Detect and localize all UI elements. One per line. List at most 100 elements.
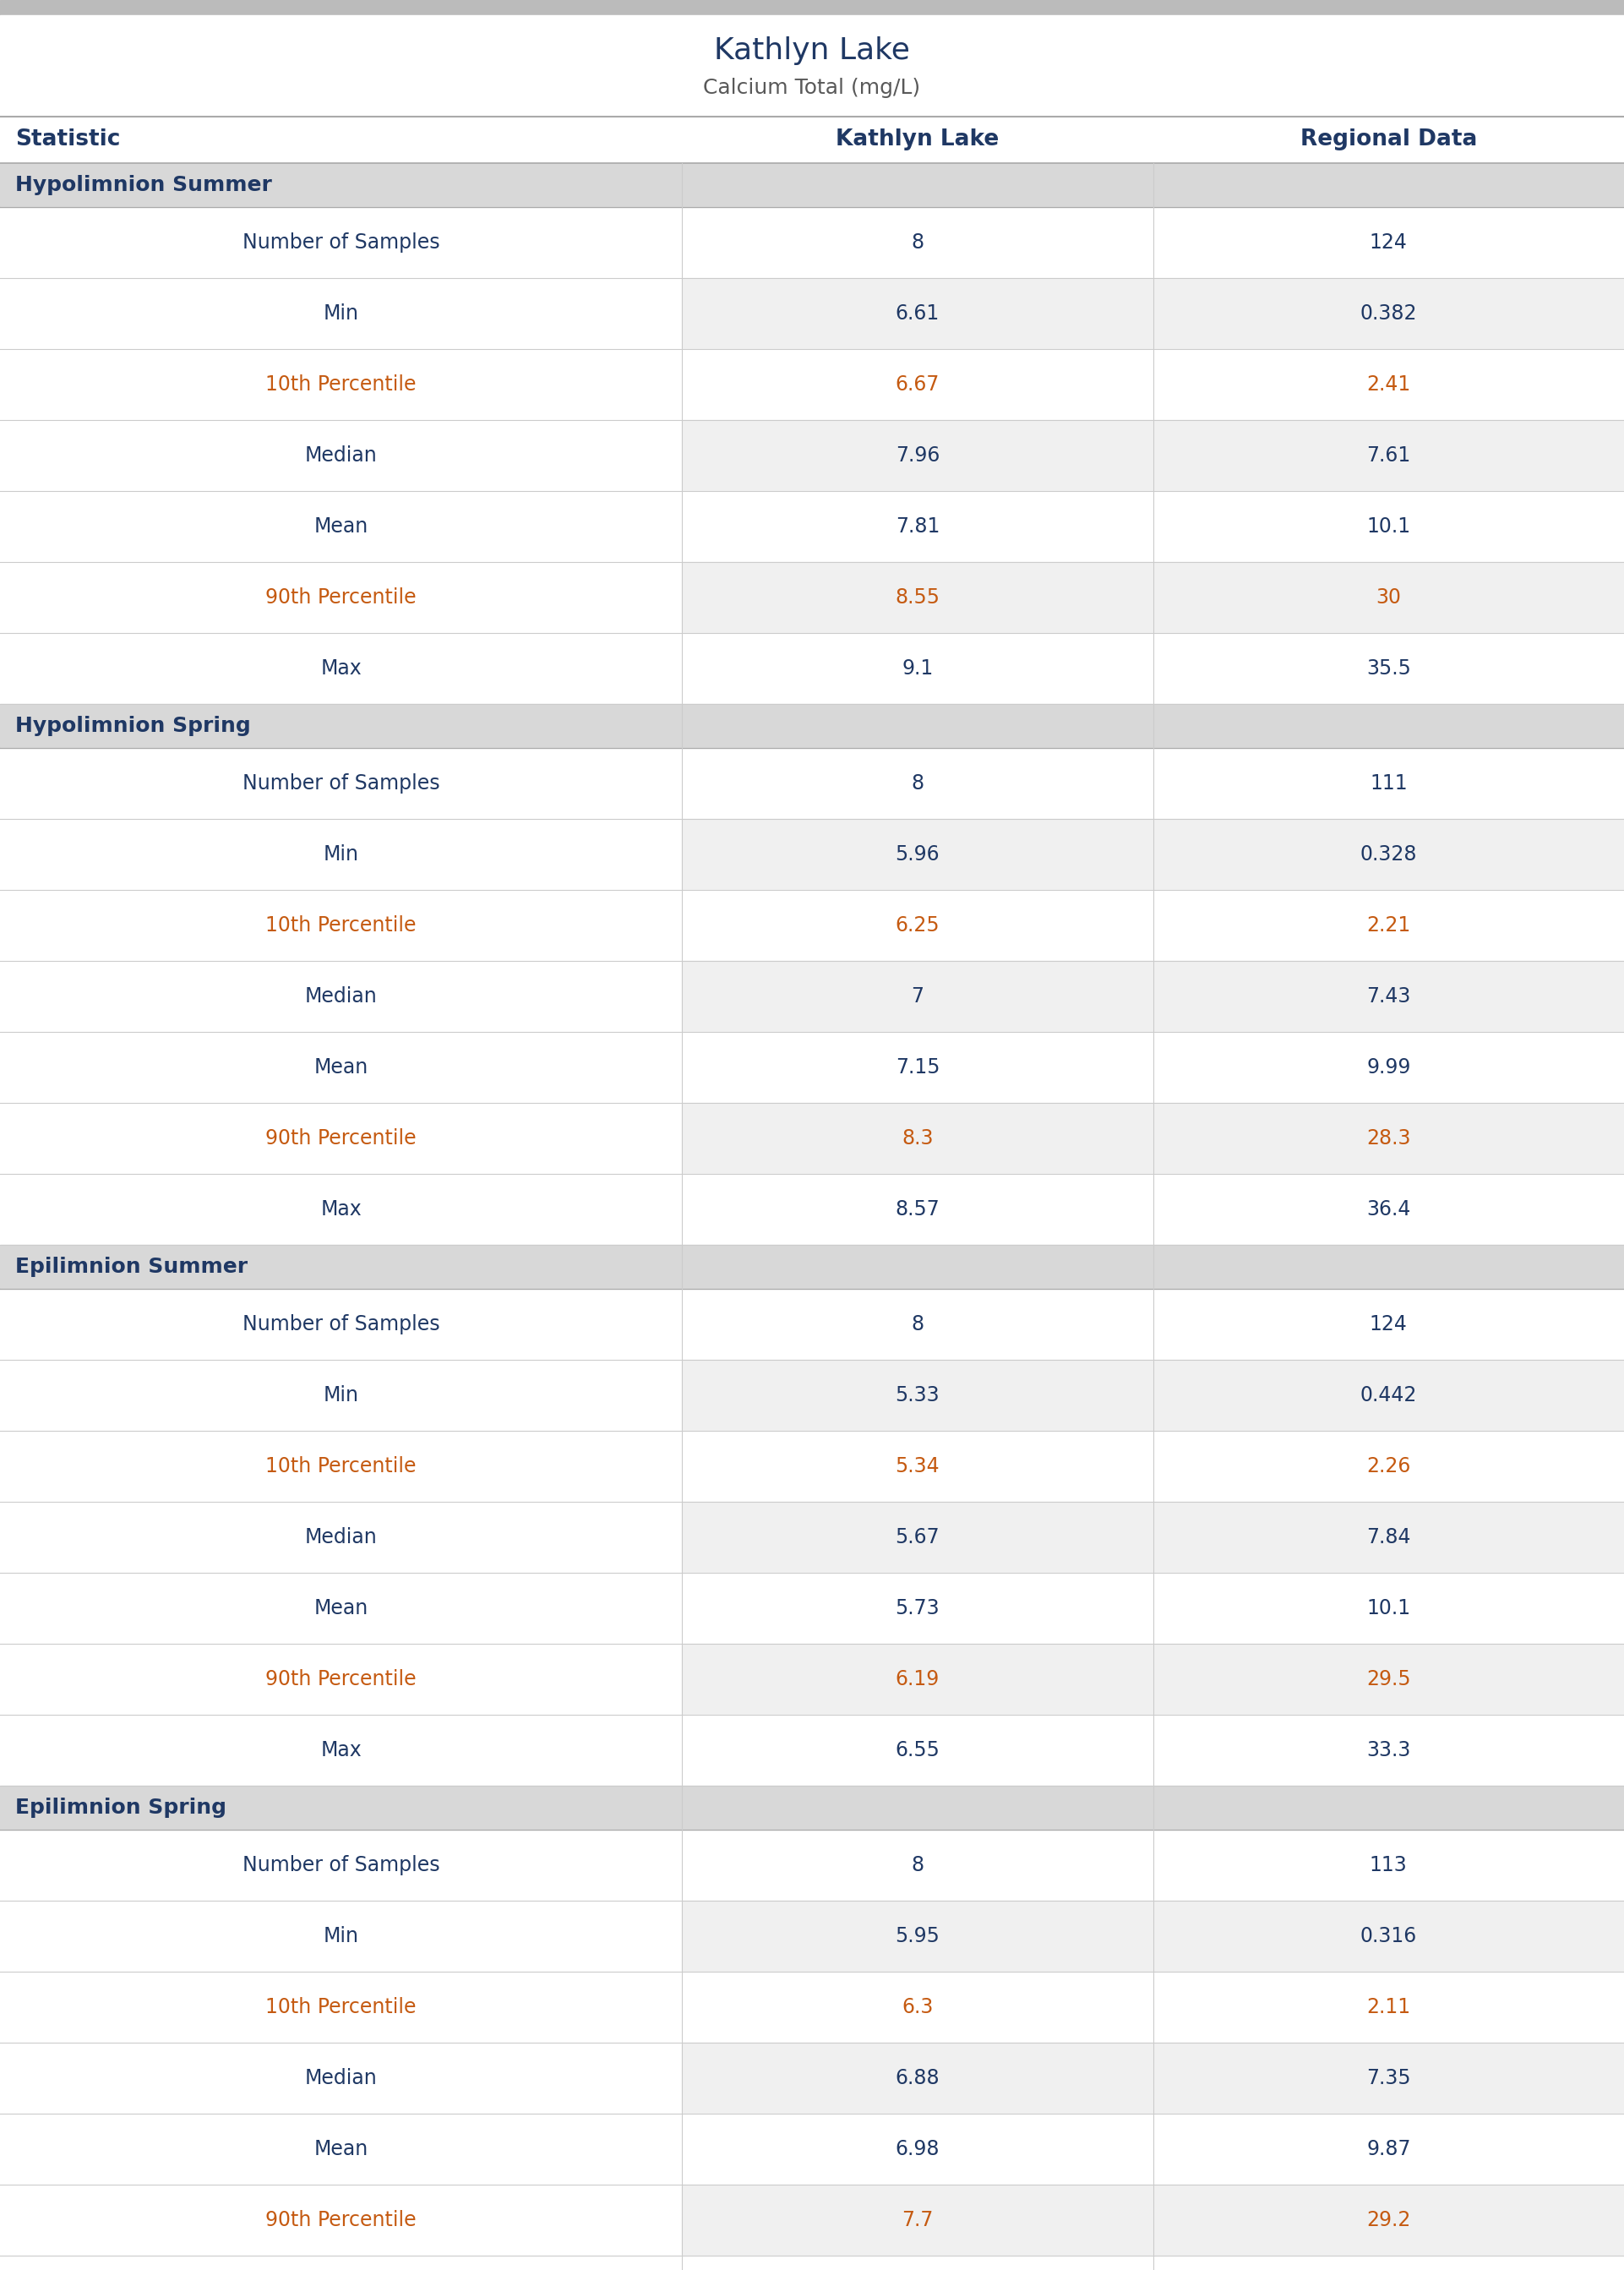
Bar	[0, 350, 682, 420]
Text: 6.55: 6.55	[895, 1741, 940, 1762]
Text: 2.21: 2.21	[1366, 915, 1411, 935]
Text: 90th Percentile: 90th Percentile	[266, 1128, 416, 1149]
Text: 28.3: 28.3	[1366, 1128, 1411, 1149]
Text: Median: Median	[305, 445, 377, 465]
Text: 5.95: 5.95	[895, 1925, 940, 1945]
Text: Mean: Mean	[313, 1598, 369, 1619]
Text: 6.61: 6.61	[895, 304, 940, 325]
Text: Number of Samples: Number of Samples	[242, 1855, 440, 1875]
Text: 8.55: 8.55	[895, 588, 940, 608]
Bar	[0, 1573, 682, 1643]
Bar	[682, 1973, 1624, 2043]
Text: 0.442: 0.442	[1359, 1385, 1418, 1405]
Text: 9.99: 9.99	[1366, 1058, 1411, 1078]
Text: Hypolimnion Spring: Hypolimnion Spring	[15, 715, 250, 735]
Text: 90th Percentile: 90th Percentile	[266, 2211, 416, 2231]
Text: 0.328: 0.328	[1359, 844, 1418, 865]
Text: 5.34: 5.34	[895, 1455, 940, 1476]
Bar	[0, 2184, 682, 2256]
Bar	[682, 1360, 1624, 1430]
Text: Min: Min	[323, 304, 359, 325]
Bar	[682, 747, 1624, 819]
Bar	[0, 1289, 682, 1360]
Bar	[682, 563, 1624, 633]
Text: 10th Percentile: 10th Percentile	[266, 915, 416, 935]
Text: Max: Max	[320, 658, 362, 679]
Text: 124: 124	[1369, 232, 1408, 252]
Bar	[682, 1033, 1624, 1103]
Bar	[0, 1360, 682, 1430]
Bar	[0, 490, 682, 563]
Text: 7.81: 7.81	[895, 515, 940, 536]
Text: Min: Min	[323, 1385, 359, 1405]
Bar	[682, 960, 1624, 1033]
Bar	[0, 890, 682, 960]
Text: 8: 8	[911, 1314, 924, 1335]
Text: 10th Percentile: 10th Percentile	[266, 1455, 416, 1476]
Bar	[682, 1714, 1624, 1786]
Bar	[0, 1503, 682, 1573]
Bar	[0, 704, 1624, 747]
Bar	[682, 1430, 1624, 1503]
Bar	[0, 277, 682, 350]
Text: Median: Median	[305, 1528, 377, 1548]
Text: 113: 113	[1369, 1855, 1408, 1875]
Bar	[0, 819, 682, 890]
Text: 5.73: 5.73	[895, 1598, 940, 1619]
Text: 5.67: 5.67	[895, 1528, 940, 1548]
Bar	[682, 277, 1624, 350]
Text: 6.88: 6.88	[895, 2068, 940, 2088]
Text: 6.3: 6.3	[901, 1998, 934, 2018]
Text: 8: 8	[911, 232, 924, 252]
Bar	[0, 960, 682, 1033]
Bar	[682, 207, 1624, 277]
Text: 10th Percentile: 10th Percentile	[266, 1998, 416, 2018]
Bar	[0, 1244, 1624, 1289]
Text: Min: Min	[323, 844, 359, 865]
Text: Kathlyn Lake: Kathlyn Lake	[836, 129, 999, 150]
Bar	[682, 1503, 1624, 1573]
Bar	[682, 420, 1624, 490]
Bar	[682, 2043, 1624, 2113]
Text: Kathlyn Lake: Kathlyn Lake	[715, 36, 909, 66]
Bar	[0, 1430, 682, 1503]
Bar	[682, 1174, 1624, 1244]
Text: 30: 30	[1376, 588, 1402, 608]
Bar	[682, 633, 1624, 704]
Text: 10.1: 10.1	[1366, 515, 1411, 536]
Text: 35.5: 35.5	[1366, 658, 1411, 679]
Text: 7.43: 7.43	[1366, 985, 1411, 1006]
Bar	[0, 1973, 682, 2043]
Bar	[0, 16, 1624, 116]
Text: 9.1: 9.1	[901, 658, 934, 679]
Text: 8: 8	[911, 774, 924, 794]
Bar	[682, 1830, 1624, 1900]
Text: 90th Percentile: 90th Percentile	[266, 588, 416, 608]
Text: 7: 7	[911, 985, 924, 1006]
Text: Median: Median	[305, 2068, 377, 2088]
Bar	[0, 2043, 682, 2113]
Bar	[0, 747, 682, 819]
Text: 36.4: 36.4	[1366, 1199, 1411, 1219]
Bar	[0, 1900, 682, 1973]
Text: Max: Max	[320, 1199, 362, 1219]
Bar	[0, 2113, 682, 2184]
Text: 7.15: 7.15	[895, 1058, 940, 1078]
Bar	[0, 163, 1624, 207]
Bar	[682, 2256, 1624, 2270]
Bar	[682, 890, 1624, 960]
Bar	[682, 2113, 1624, 2184]
Text: Max: Max	[320, 1741, 362, 1762]
Text: Mean: Mean	[313, 515, 369, 536]
Bar	[682, 1573, 1624, 1643]
Text: Epilimnion Spring: Epilimnion Spring	[15, 1798, 226, 1818]
Bar	[0, 1103, 682, 1174]
Bar	[0, 1174, 682, 1244]
Text: 111: 111	[1369, 774, 1408, 794]
Bar	[682, 819, 1624, 890]
Text: 10.1: 10.1	[1366, 1598, 1411, 1619]
Text: Number of Samples: Number of Samples	[242, 232, 440, 252]
Text: 2.11: 2.11	[1366, 1998, 1411, 2018]
Bar	[0, 1033, 682, 1103]
Text: Number of Samples: Number of Samples	[242, 1314, 440, 1335]
